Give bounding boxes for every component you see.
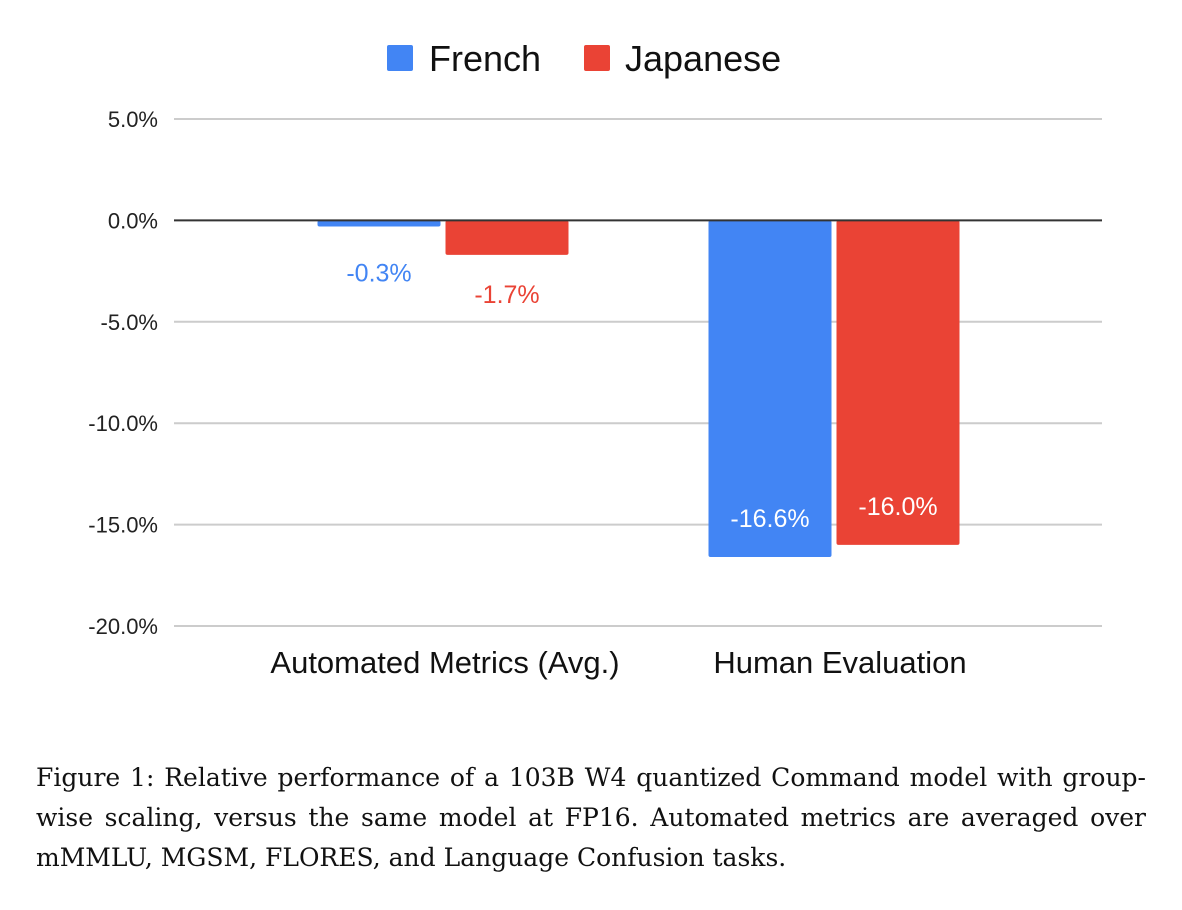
figure-caption: Figure 1: Relative performance of a 103B… (36, 763, 1146, 872)
data-label: -1.7% (474, 281, 539, 309)
y-tick-label: -20.0% (88, 614, 158, 639)
legend-label-japanese: Japanese (625, 38, 781, 79)
bar-chart: French Japanese 5.0% 0.0% -5.0% -10.0% -15.0%… (88, 38, 1102, 680)
y-tick-label: -15.0% (88, 513, 158, 538)
bar-french-1 (317, 220, 441, 227)
legend-swatch-french (387, 45, 413, 71)
legend-label-french: French (429, 38, 541, 79)
data-label: -0.3% (346, 259, 411, 287)
data-labels: -0.3% -1.7% -16.6% -16.0% (346, 259, 937, 533)
x-category-label: Human Evaluation (713, 645, 966, 680)
data-label: -16.0% (858, 493, 937, 521)
x-axis: Automated Metrics (Avg.) Human Evaluation (270, 645, 966, 680)
y-tick-label: -10.0% (88, 411, 158, 436)
gridlines (174, 118, 1102, 627)
y-tick-label: 5.0% (108, 107, 158, 132)
x-category-label: Automated Metrics (Avg.) (270, 645, 619, 680)
y-tick-label: 0.0% (108, 208, 158, 233)
data-label: -16.6% (730, 505, 809, 533)
bar-japanese-1 (445, 220, 569, 255)
bars (317, 220, 960, 558)
legend: French Japanese (387, 38, 781, 79)
bar-french-2 (708, 220, 832, 558)
bar-japanese-2 (836, 220, 960, 545)
y-tick-label: -5.0% (101, 310, 158, 335)
legend-swatch-japanese (584, 45, 610, 71)
y-axis: 5.0% 0.0% -5.0% -10.0% -15.0% -20.0% (88, 107, 158, 639)
